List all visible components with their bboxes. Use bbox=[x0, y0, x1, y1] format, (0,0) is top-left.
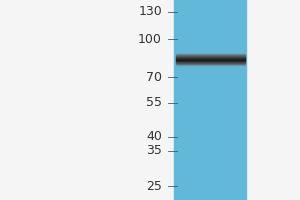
Text: 40: 40 bbox=[146, 130, 162, 143]
Bar bbox=[176, 64, 244, 65]
Bar bbox=[176, 63, 244, 64]
Text: 100: 100 bbox=[138, 33, 162, 46]
Text: 25: 25 bbox=[146, 180, 162, 193]
Text: 70: 70 bbox=[146, 71, 162, 84]
Text: 35: 35 bbox=[146, 144, 162, 157]
Bar bbox=[176, 61, 244, 62]
Bar bbox=[176, 62, 244, 63]
Bar bbox=[176, 59, 244, 60]
Bar bbox=[176, 55, 244, 56]
Text: 55: 55 bbox=[146, 96, 162, 109]
Bar bbox=[176, 56, 244, 57]
Bar bbox=[176, 60, 244, 61]
Bar bbox=[176, 54, 244, 55]
Bar bbox=[174, 0, 246, 200]
Bar bbox=[176, 58, 244, 59]
Text: 130: 130 bbox=[138, 5, 162, 18]
Bar bbox=[176, 57, 244, 58]
